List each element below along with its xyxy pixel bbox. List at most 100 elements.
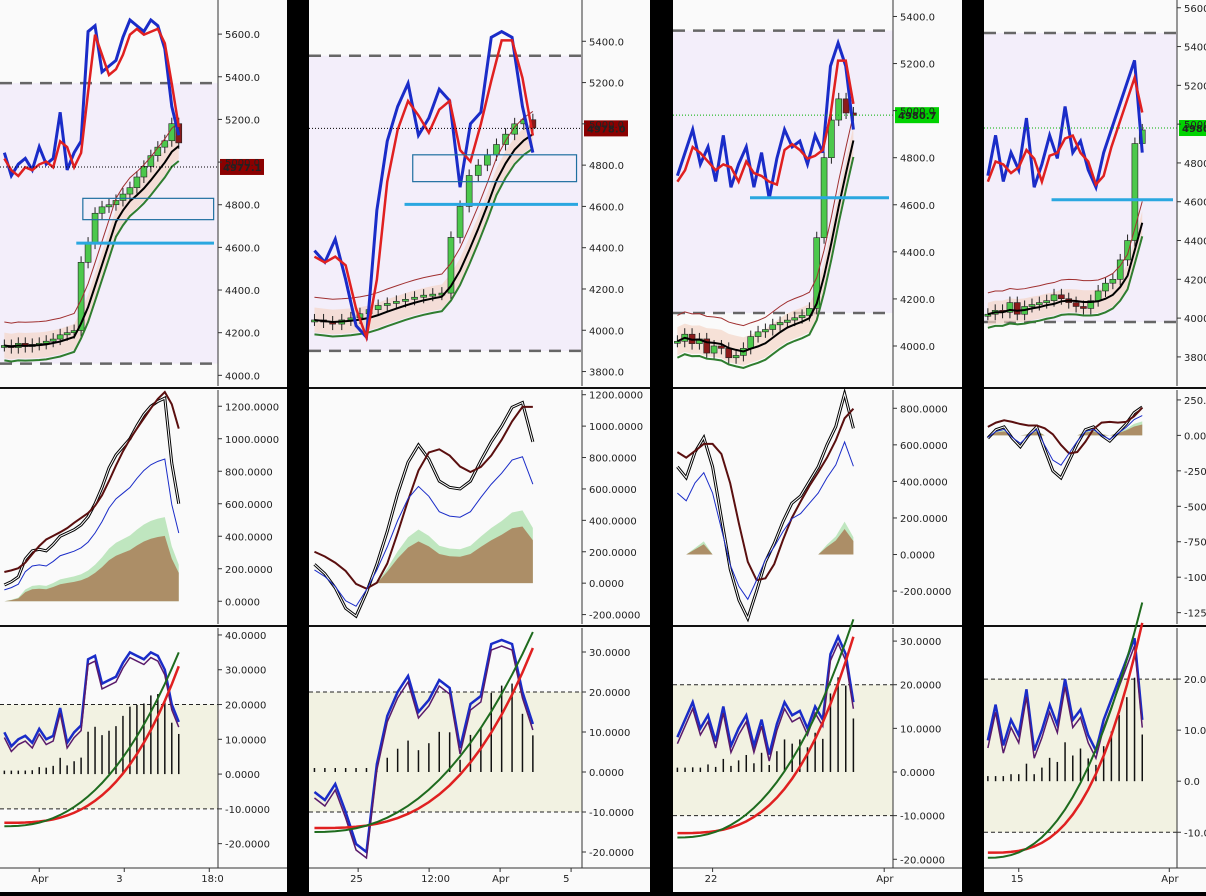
candle bbox=[161, 140, 169, 148]
osc2-tick-label: 20.0000 bbox=[225, 701, 266, 712]
candle bbox=[798, 315, 806, 319]
osc1-tick-label: 200.0000 bbox=[589, 548, 637, 559]
osc1-tick-label: 600.0000 bbox=[900, 441, 948, 452]
price-tick-label: 5400 bbox=[1184, 43, 1206, 54]
candle bbox=[502, 133, 509, 145]
osc2-tick-label: 0.0000 bbox=[589, 768, 624, 779]
osc2-zone bbox=[309, 692, 582, 812]
price-tick-label: 5600.0 bbox=[225, 30, 260, 41]
osc2-blue-line bbox=[676, 633, 855, 755]
candle bbox=[784, 319, 791, 323]
price-tick-label: 4800 bbox=[1184, 159, 1206, 170]
osc2-red-line bbox=[4, 665, 180, 825]
osc1-tick-label: 1200.0000 bbox=[589, 391, 643, 402]
osc1-tick-label: -1250 bbox=[1184, 609, 1206, 620]
candle bbox=[140, 166, 148, 178]
osc1-tick-label: 400.0000 bbox=[900, 477, 948, 488]
osc1-tick-label: 0.000 bbox=[1184, 431, 1206, 442]
price-tick-label: 4200 bbox=[1184, 275, 1206, 286]
candle bbox=[420, 294, 427, 298]
chart-panel-4: 4980 5600 5400 5200 5000 4800 4600 4400 4200 4000… bbox=[984, 0, 1206, 892]
overlay-red-line bbox=[313, 39, 535, 343]
osc2-green-line bbox=[987, 602, 1144, 859]
candle bbox=[56, 334, 64, 340]
osc1-tick-label: 600.0000 bbox=[225, 500, 273, 511]
osc1-main-line-inner bbox=[314, 401, 534, 617]
candle bbox=[1080, 306, 1087, 309]
osc1-histogram-brown bbox=[314, 526, 533, 584]
chart-panel-2: 4978.0 5400.0 5200.0 5000.0 4800.0 4600.0 4400… bbox=[309, 0, 650, 892]
overlay-red-line bbox=[676, 59, 855, 187]
osc2-tick-label: 20.0000 bbox=[589, 688, 630, 699]
osc2-tick-label: 30.0000 bbox=[589, 648, 630, 659]
price-tick-label: 4000 bbox=[1184, 314, 1206, 325]
osc2-red-line bbox=[677, 636, 855, 835]
osc1-histogram-brown bbox=[4, 535, 179, 602]
price-tick-label: 4200.0 bbox=[225, 329, 260, 340]
osc1-signal-line bbox=[4, 390, 180, 573]
candle bbox=[105, 204, 113, 208]
price-tick-label: 5200.0 bbox=[900, 60, 935, 71]
price-tick-label: 5400.0 bbox=[225, 73, 260, 84]
osc2-purple-line bbox=[3, 656, 180, 753]
x-tick-label: 15 bbox=[1011, 874, 1024, 885]
candle bbox=[747, 336, 755, 349]
candle bbox=[842, 98, 850, 114]
highlight-box bbox=[82, 197, 215, 221]
candle bbox=[1072, 302, 1080, 307]
price-tick-label: 5000 bbox=[1184, 120, 1206, 131]
osc1-tick-label: -500.0 bbox=[1184, 502, 1206, 513]
candle bbox=[383, 303, 391, 306]
osc1-tick-label: 0.0000 bbox=[900, 551, 935, 562]
candle bbox=[465, 175, 473, 207]
price-tick-label: 4200.0 bbox=[589, 285, 624, 296]
highlight-box bbox=[412, 154, 578, 183]
candle bbox=[754, 331, 762, 337]
osc2-tick-label: -10.0000 bbox=[900, 812, 945, 823]
candle bbox=[49, 338, 57, 342]
price-tick-label: 4600 bbox=[1184, 198, 1206, 209]
osc1-main-line-inner bbox=[677, 391, 854, 620]
upper-band-line bbox=[4, 122, 180, 324]
overlay-red-line bbox=[986, 73, 1144, 188]
x-tick-label: 12:00 bbox=[421, 874, 450, 885]
candle bbox=[1094, 290, 1102, 301]
osc1-tick-label: -200.0000 bbox=[900, 587, 951, 598]
osc1-tick-label: -750.0 bbox=[1184, 538, 1206, 549]
price-tick-label: 4800.0 bbox=[225, 201, 260, 212]
candle bbox=[402, 299, 409, 302]
candle bbox=[1109, 279, 1117, 284]
overlay-red-line bbox=[3, 27, 180, 178]
x-tick-label: 18:0 bbox=[201, 874, 223, 885]
last-price-badge bbox=[220, 158, 264, 175]
candle bbox=[769, 324, 777, 330]
price-tick-label: 3800.0 bbox=[589, 368, 624, 379]
candle bbox=[835, 98, 843, 121]
osc2-green-line bbox=[677, 618, 855, 839]
price-tick-label: 5600 bbox=[1184, 4, 1206, 15]
osc1-blue-line bbox=[4, 458, 180, 591]
last-price-label: 4978.0 bbox=[587, 124, 626, 135]
price-tick-label: 5400.0 bbox=[589, 37, 624, 48]
candle bbox=[484, 154, 491, 166]
price-envelope bbox=[4, 133, 179, 360]
price-tick-label: 4400 bbox=[1184, 237, 1206, 248]
candle bbox=[112, 200, 120, 206]
candle bbox=[374, 305, 382, 310]
candle bbox=[126, 187, 134, 195]
last-price-label: 4980.7 bbox=[898, 111, 937, 122]
candle bbox=[84, 242, 92, 263]
price-tick-label: 4400.0 bbox=[589, 244, 624, 255]
candle bbox=[732, 355, 740, 359]
x-tick-label: Apr bbox=[1161, 874, 1179, 885]
osc1-tick-label: -250.0 bbox=[1184, 467, 1206, 478]
x-tick-label: 3 bbox=[116, 874, 122, 885]
osc1-tick-label: 1200.0000 bbox=[225, 402, 279, 413]
price-tick-label: 5000.0 bbox=[900, 107, 935, 118]
candle bbox=[1050, 294, 1058, 301]
osc1-tick-label: 800.0000 bbox=[225, 467, 273, 478]
candle bbox=[98, 206, 106, 214]
candle bbox=[813, 237, 821, 309]
candle bbox=[710, 345, 718, 354]
chart-panel-3: 4980.7 5400.0 5200.0 5000.0 4800.0 4600.0 4400… bbox=[673, 0, 962, 892]
